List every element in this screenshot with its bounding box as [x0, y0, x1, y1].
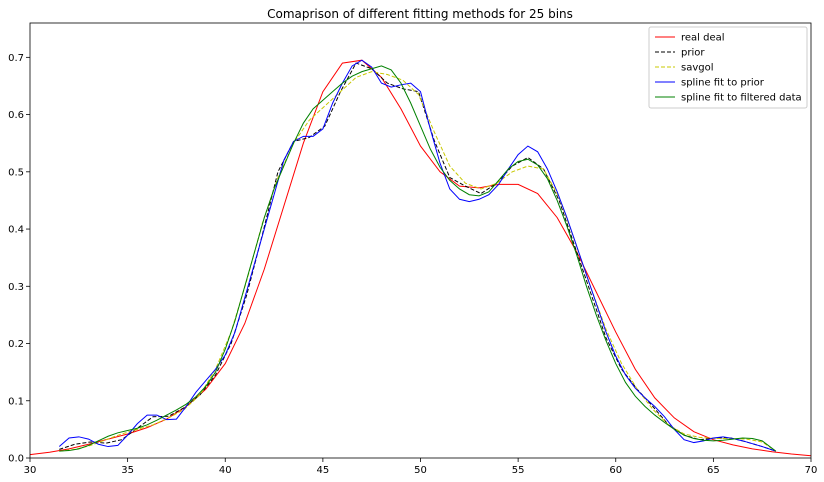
y-tick-label: 0.6	[8, 110, 24, 121]
series-line-prior	[59, 62, 777, 452]
legend-label-spline-fit-to-filtered-data: spline fit to filtered data	[681, 93, 802, 104]
legend-label-spline-fit-to-prior: spline fit to prior	[681, 78, 765, 89]
legend-box	[648, 26, 808, 109]
legend-label-prior: prior	[681, 48, 705, 59]
x-tick-label: 60	[609, 465, 622, 476]
series-layer	[29, 59, 812, 457]
series-line-spline-fit-to-prior	[58, 59, 777, 452]
x-tick-label: 45	[317, 465, 330, 476]
x-tick-label: 65	[707, 465, 720, 476]
series-line-real-deal	[29, 59, 812, 457]
chart-title: Comaprison of different fitting methods …	[267, 7, 573, 21]
x-tick-label: 55	[512, 465, 525, 476]
axis-layer: 30 35 40 45 50 55 60 65 70 0.0 0.1 0.2 0.3 0.4 0.5 0.6 0…	[8, 53, 817, 476]
series-line-spline-fit-to-filtered-data	[59, 65, 777, 452]
y-tick-label: 0.2	[8, 339, 24, 350]
x-tick-label: 70	[805, 465, 818, 476]
y-tick-label: 0.4	[8, 225, 24, 236]
x-tick-label: 40	[219, 465, 232, 476]
y-tick-label: 0.0	[8, 454, 24, 465]
x-tick-label: 30	[24, 465, 37, 476]
y-tick-label: 0.1	[8, 396, 24, 407]
y-tick-label: 0.5	[8, 167, 24, 178]
series-line-savgol	[59, 71, 777, 452]
legend: real deal prior savgol spline fit to prior s…	[648, 26, 808, 109]
y-tick-label: 0.7	[8, 53, 24, 64]
x-tick-label: 35	[121, 465, 134, 476]
legend-label-real-deal: real deal	[681, 33, 725, 44]
y-tick-label: 0.3	[8, 282, 24, 293]
x-tick-label: 50	[414, 465, 427, 476]
legend-label-savgol: savgol	[681, 63, 714, 74]
